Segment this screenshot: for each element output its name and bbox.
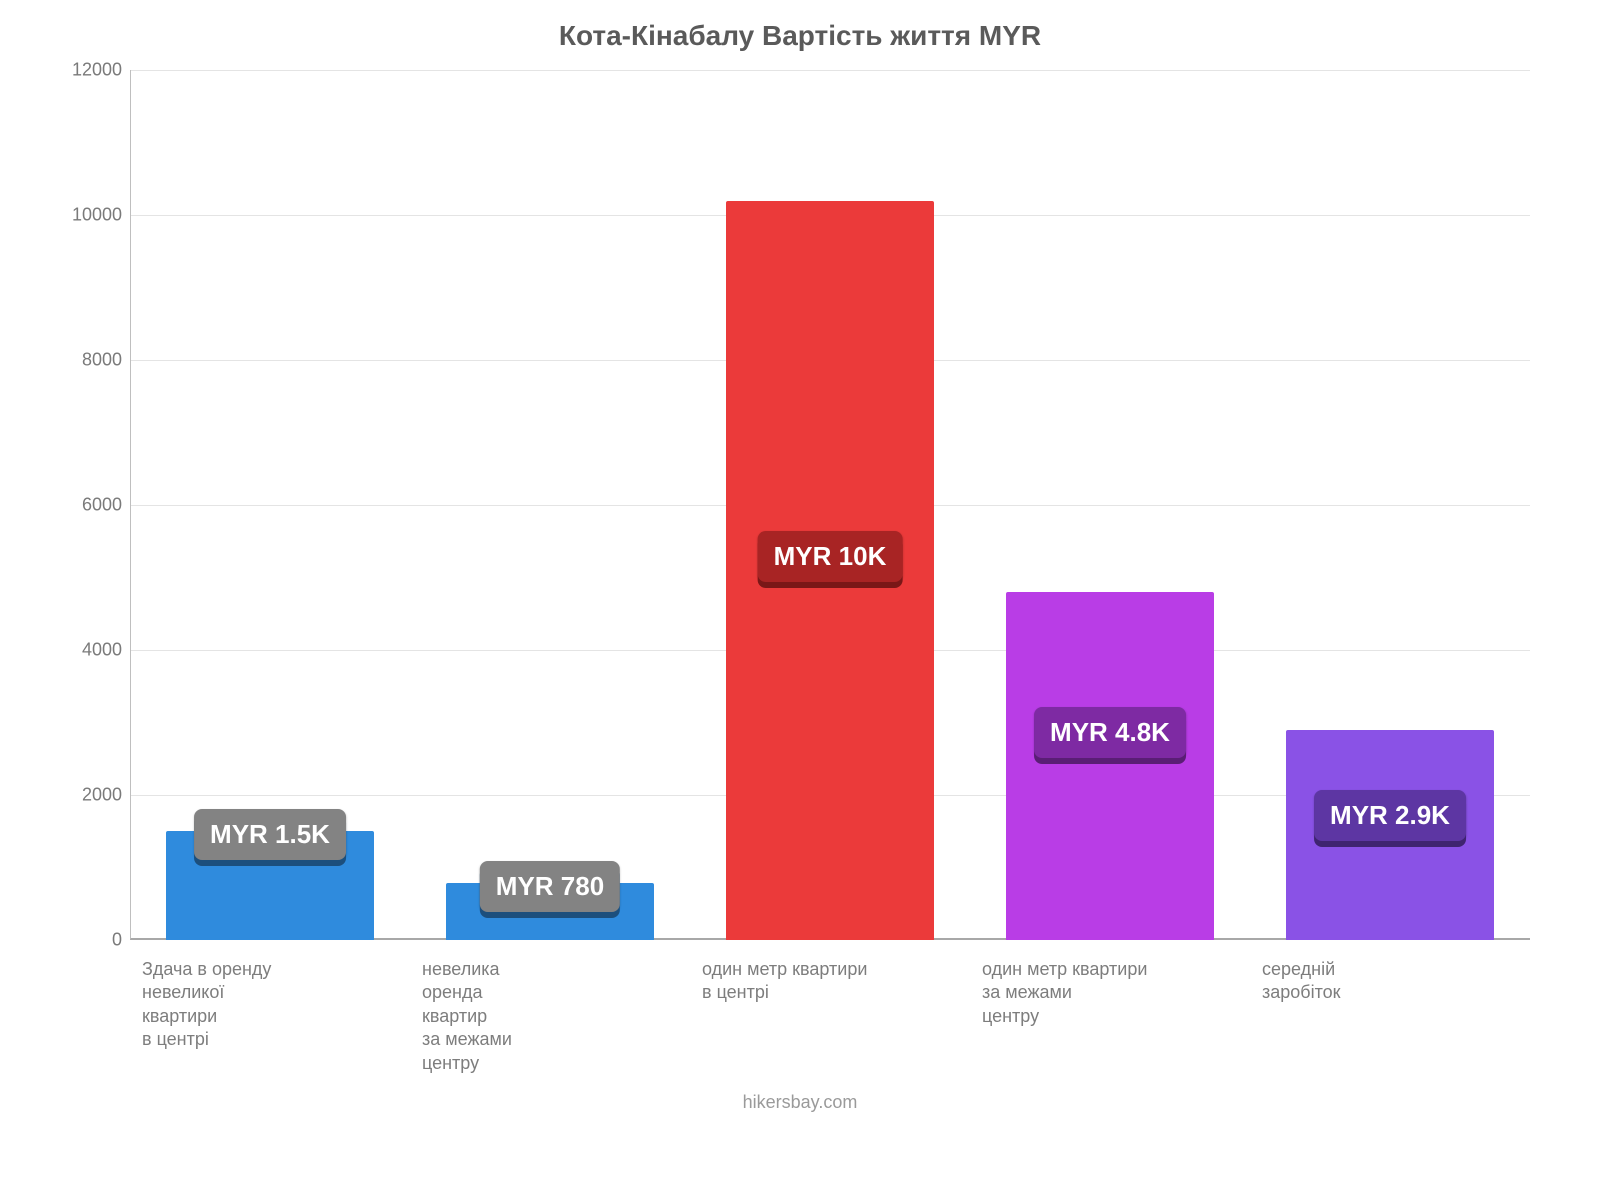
y-tick-label: 6000: [60, 495, 122, 516]
value-badge: MYR 10K: [758, 531, 903, 582]
chart-container: Кота-Кінабалу Вартість життя MYR MYR 1.5…: [0, 0, 1600, 1200]
y-tick-label: 4000: [60, 640, 122, 661]
value-badge: MYR 780: [480, 861, 620, 912]
y-tick-label: 0: [60, 930, 122, 951]
y-tick-label: 12000: [60, 60, 122, 81]
x-tick-label: один метр квартири за межами центру: [970, 950, 1250, 1080]
chart-source: hikersbay.com: [60, 1092, 1540, 1113]
bars-row: MYR 1.5K MYR 780 MYR 10K MYR 4.8K MYR 2.9K: [130, 70, 1530, 940]
chart-title: Кота-Кінабалу Вартість життя MYR: [60, 20, 1540, 52]
bar-slot: MYR 10K: [690, 70, 970, 940]
bar: [1006, 592, 1213, 940]
x-tick-label: середній заробіток: [1250, 950, 1530, 1080]
x-tick-label: один метр квартири в центрі: [690, 950, 970, 1080]
value-badge: MYR 2.9K: [1314, 790, 1466, 841]
x-tick-label: невелика оренда квартир за межами центру: [410, 950, 690, 1080]
bar-slot: MYR 1.5K: [130, 70, 410, 940]
y-tick-label: 10000: [60, 205, 122, 226]
y-tick-label: 8000: [60, 350, 122, 371]
x-tick-label: Здача в оренду невеликої квартири в цент…: [130, 950, 410, 1080]
x-labels-row: Здача в оренду невеликої квартири в цент…: [130, 950, 1530, 1080]
value-badge: MYR 1.5K: [194, 809, 346, 860]
plot-area: MYR 1.5K MYR 780 MYR 10K MYR 4.8K MYR 2.9K З…: [60, 70, 1540, 1080]
bar-slot: MYR 2.9K: [1250, 70, 1530, 940]
bar-slot: MYR 780: [410, 70, 690, 940]
value-badge: MYR 4.8K: [1034, 707, 1186, 758]
y-tick-label: 2000: [60, 785, 122, 806]
bar-slot: MYR 4.8K: [970, 70, 1250, 940]
